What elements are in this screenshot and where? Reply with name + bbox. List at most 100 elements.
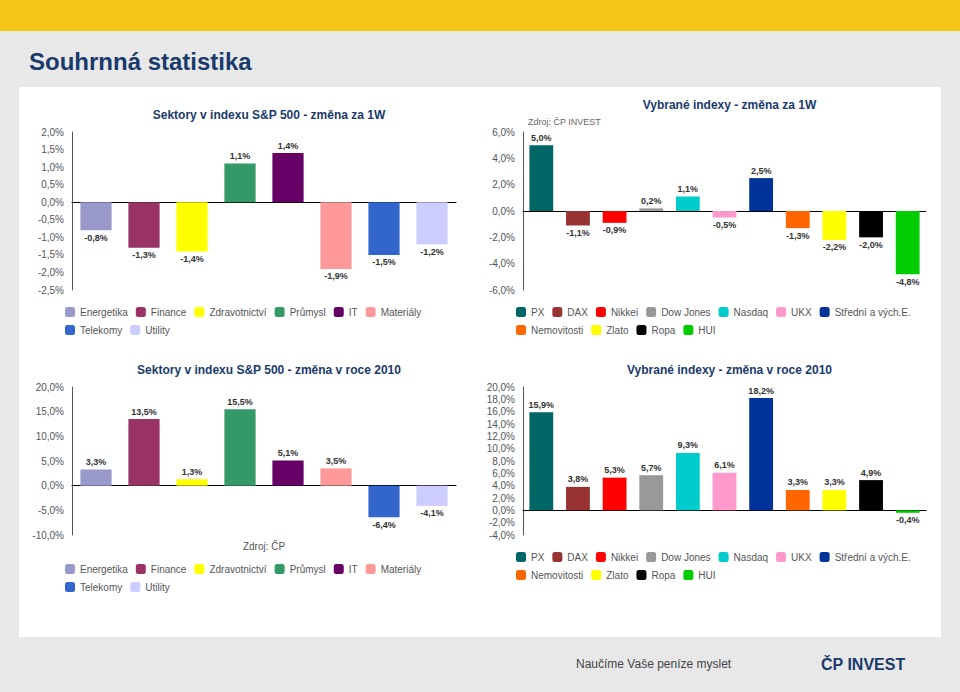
svg-text:Ropa: Ropa xyxy=(651,325,675,336)
svg-text:5,3%: 5,3% xyxy=(604,465,625,475)
svg-text:-4,1%: -4,1% xyxy=(420,508,444,518)
svg-text:-1,3%: -1,3% xyxy=(786,231,810,241)
svg-text:2,0%: 2,0% xyxy=(492,493,515,504)
svg-text:12,0%: 12,0% xyxy=(487,431,515,442)
svg-text:Finance: Finance xyxy=(151,307,187,318)
svg-text:5,7%: 5,7% xyxy=(641,463,662,473)
svg-text:-0,9%: -0,9% xyxy=(603,225,627,235)
svg-text:20,0%: 20,0% xyxy=(487,382,515,393)
svg-text:-1,3%: -1,3% xyxy=(132,250,156,260)
svg-text:Telekomy: Telekomy xyxy=(80,582,122,593)
svg-text:Vybrané indexy - změna v roce: Vybrané indexy - změna v roce 2010 xyxy=(627,363,832,377)
svg-text:Zlato: Zlato xyxy=(606,325,629,336)
svg-text:-1,0%: -1,0% xyxy=(38,232,64,243)
svg-text:-2,5%: -2,5% xyxy=(38,285,64,296)
svg-text:Střední a vých.E.: Střední a vých.E. xyxy=(835,307,911,318)
svg-text:Finance: Finance xyxy=(151,564,187,575)
svg-text:15,9%: 15,9% xyxy=(529,400,555,410)
svg-text:IT: IT xyxy=(349,564,358,575)
svg-text:10,0%: 10,0% xyxy=(36,431,64,442)
svg-text:1,0%: 1,0% xyxy=(41,162,64,173)
svg-text:14,0%: 14,0% xyxy=(487,419,515,430)
svg-text:-2,0%: -2,0% xyxy=(489,517,515,528)
svg-text:Nikkei: Nikkei xyxy=(611,552,638,563)
svg-text:-1,5%: -1,5% xyxy=(372,257,396,267)
svg-text:4,0%: 4,0% xyxy=(492,153,515,164)
svg-text:1,1%: 1,1% xyxy=(678,184,699,194)
svg-text:Energetika: Energetika xyxy=(80,307,128,318)
svg-text:3,3%: 3,3% xyxy=(824,477,845,487)
svg-text:Nemovitosti: Nemovitosti xyxy=(531,325,583,336)
svg-text:Zdravotnictví: Zdravotnictví xyxy=(209,307,266,318)
svg-text:Dow Jones: Dow Jones xyxy=(661,552,710,563)
svg-text:3,3%: 3,3% xyxy=(86,457,107,467)
svg-text:6,0%: 6,0% xyxy=(492,468,515,479)
svg-text:-0,8%: -0,8% xyxy=(84,233,108,243)
svg-text:-10,0%: -10,0% xyxy=(32,530,64,541)
svg-text:0,5%: 0,5% xyxy=(41,179,64,190)
svg-text:PX: PX xyxy=(531,307,545,318)
svg-text:-2,0%: -2,0% xyxy=(38,267,64,278)
svg-text:DAX: DAX xyxy=(567,307,588,318)
svg-text:1,4%: 1,4% xyxy=(278,141,299,151)
svg-text:18,2%: 18,2% xyxy=(748,386,774,396)
svg-text:Materiály: Materiály xyxy=(381,564,422,575)
svg-text:2,0%: 2,0% xyxy=(41,127,64,138)
svg-text:-1,1%: -1,1% xyxy=(566,228,590,238)
svg-text:9,3%: 9,3% xyxy=(678,440,699,450)
svg-text:4,0%: 4,0% xyxy=(492,480,515,491)
svg-text:-2,2%: -2,2% xyxy=(823,242,847,252)
svg-text:2,0%: 2,0% xyxy=(492,179,515,190)
svg-text:-0,4%: -0,4% xyxy=(896,515,920,525)
svg-text:0,0%: 0,0% xyxy=(492,505,515,516)
svg-text:Telekomy: Telekomy xyxy=(80,325,122,336)
svg-text:18,0%: 18,0% xyxy=(487,394,515,405)
svg-text:Utility: Utility xyxy=(145,582,169,593)
svg-text:0,2%: 0,2% xyxy=(641,196,662,206)
svg-text:Průmysl: Průmysl xyxy=(290,307,326,318)
svg-text:2,5%: 2,5% xyxy=(751,166,772,176)
svg-text:15,0%: 15,0% xyxy=(36,406,64,417)
svg-text:3,8%: 3,8% xyxy=(568,474,589,484)
svg-text:Ropa: Ropa xyxy=(651,570,675,581)
svg-text:Zdroj: ČP INVEST: Zdroj: ČP INVEST xyxy=(528,117,601,127)
svg-text:Naučíme Vaše peníze myslet: Naučíme Vaše peníze myslet xyxy=(576,657,732,671)
svg-text:-4,0%: -4,0% xyxy=(489,258,515,269)
svg-text:DAX: DAX xyxy=(567,552,588,563)
svg-text:-0,5%: -0,5% xyxy=(713,220,737,230)
svg-text:Souhrnná statistika: Souhrnná statistika xyxy=(29,48,252,75)
svg-text:-2,0%: -2,0% xyxy=(859,240,883,250)
svg-text:5,1%: 5,1% xyxy=(278,448,299,458)
svg-text:0,0%: 0,0% xyxy=(41,480,64,491)
svg-text:-1,5%: -1,5% xyxy=(38,249,64,260)
svg-text:UKX: UKX xyxy=(791,552,812,563)
svg-text:-6,0%: -6,0% xyxy=(489,285,515,296)
svg-text:-2,0%: -2,0% xyxy=(489,232,515,243)
svg-text:Energetika: Energetika xyxy=(80,564,128,575)
svg-text:Nasdaq: Nasdaq xyxy=(734,307,768,318)
svg-text:-1,9%: -1,9% xyxy=(324,271,348,281)
svg-text:PX: PX xyxy=(531,552,545,563)
svg-text:Zdravotnictví: Zdravotnictví xyxy=(209,564,266,575)
svg-text:Dow Jones: Dow Jones xyxy=(661,307,710,318)
svg-text:ČP INVEST: ČP INVEST xyxy=(821,655,905,673)
svg-text:5,0%: 5,0% xyxy=(41,456,64,467)
svg-text:Sektory v indexu S&P 500 - změ: Sektory v indexu S&P 500 - změna za 1W xyxy=(153,108,386,122)
svg-text:0,0%: 0,0% xyxy=(41,197,64,208)
svg-text:6,1%: 6,1% xyxy=(714,460,735,470)
svg-text:6,0%: 6,0% xyxy=(492,127,515,138)
svg-text:8,0%: 8,0% xyxy=(492,456,515,467)
svg-text:Nemovitosti: Nemovitosti xyxy=(531,570,583,581)
svg-text:-6,4%: -6,4% xyxy=(372,520,396,530)
svg-text:Nikkei: Nikkei xyxy=(611,307,638,318)
svg-text:-5,0%: -5,0% xyxy=(38,505,64,516)
svg-text:Střední a vých.E.: Střední a vých.E. xyxy=(835,552,911,563)
svg-text:IT: IT xyxy=(349,307,358,318)
svg-text:3,5%: 3,5% xyxy=(326,456,347,466)
svg-text:5,0%: 5,0% xyxy=(531,133,552,143)
svg-text:Zdroj: ČP: Zdroj: ČP xyxy=(243,540,286,552)
svg-text:20,0%: 20,0% xyxy=(36,382,64,393)
svg-text:3,3%: 3,3% xyxy=(788,477,809,487)
svg-text:13,5%: 13,5% xyxy=(131,407,157,417)
svg-text:-1,4%: -1,4% xyxy=(180,254,204,264)
